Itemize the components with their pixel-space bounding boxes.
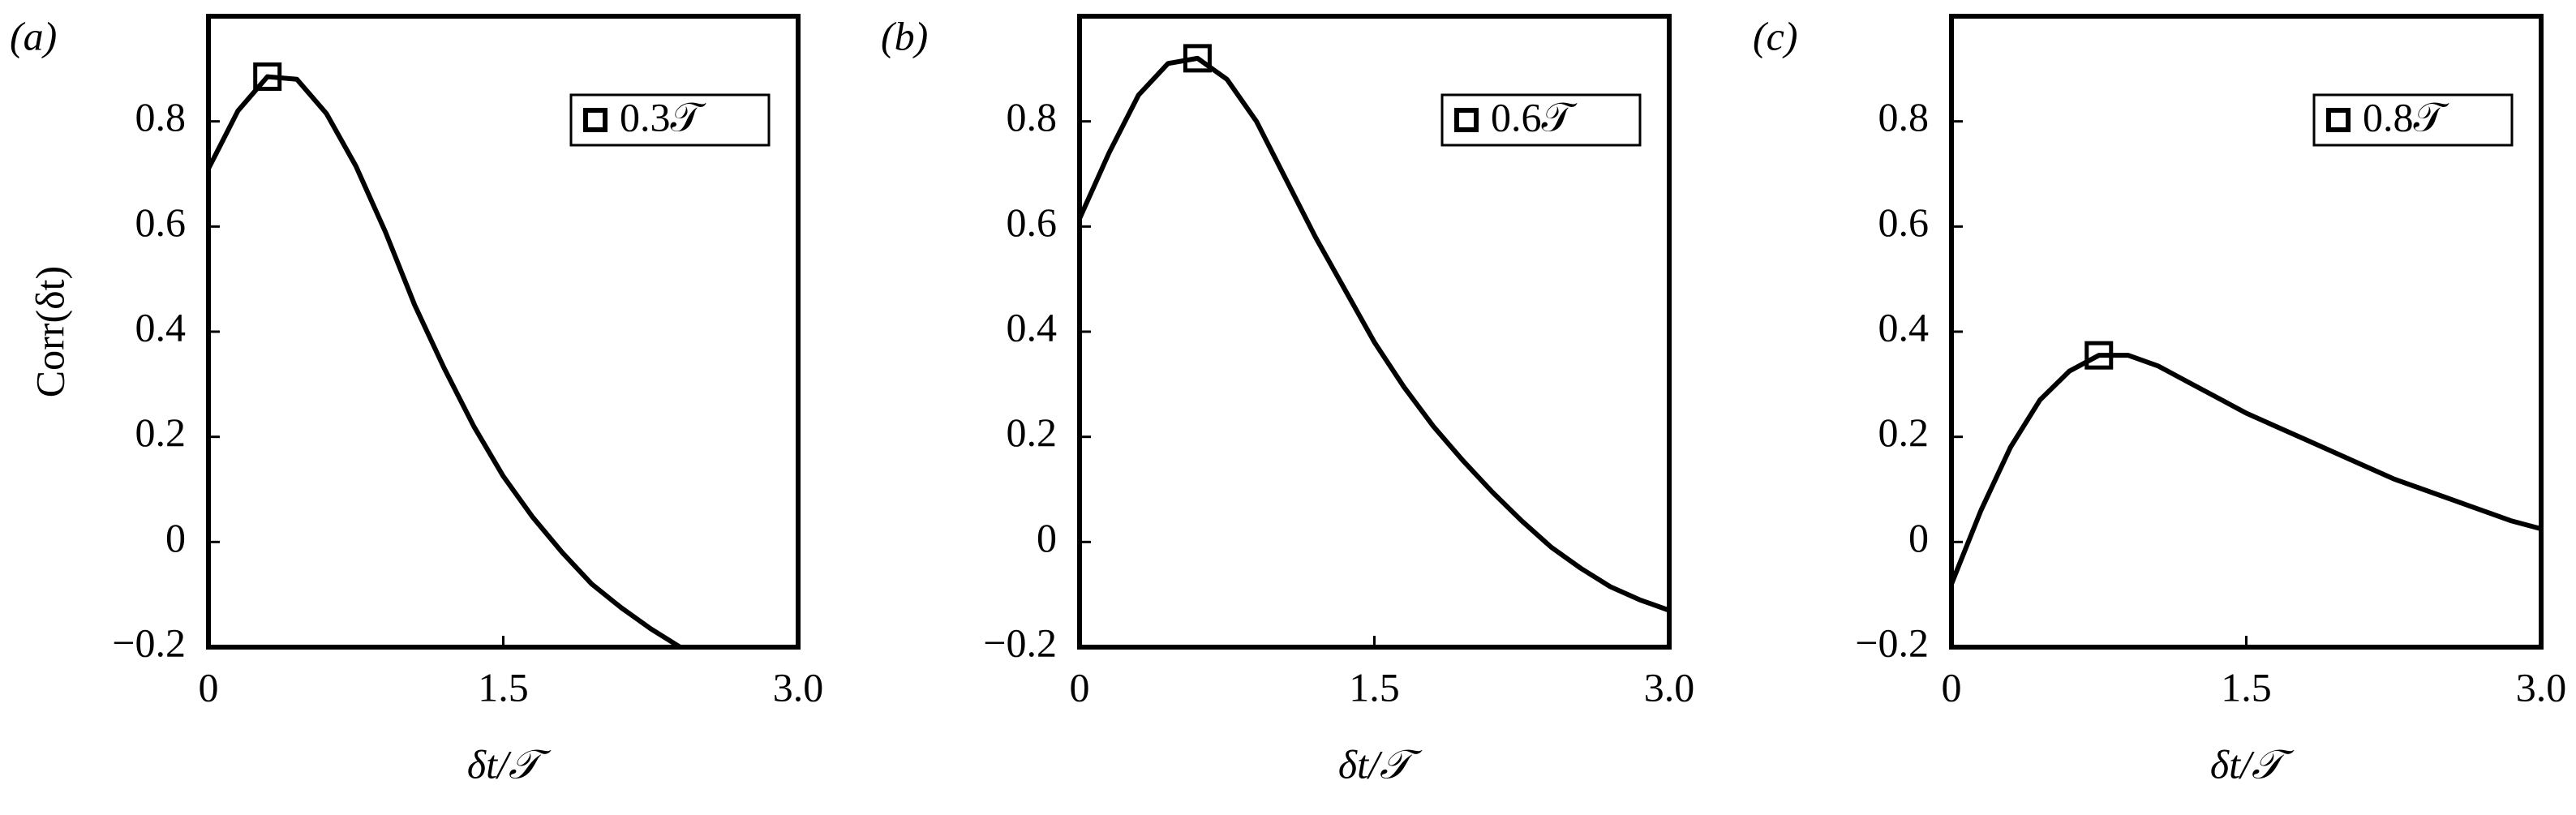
x-tick-label: 3.0 [2516, 664, 2567, 710]
legend-marker [2326, 108, 2351, 132]
y-tick-label: 0.2 [135, 410, 187, 455]
y-tick-label: −0.2 [112, 620, 186, 665]
y-tick-label: 0.2 [1007, 410, 1058, 455]
y-tick-label: −0.2 [983, 620, 1057, 665]
legend-marker [1454, 108, 1479, 132]
panel: (a) Corr(δt) δt/𝒯 −0.2 0 0.2 0.4 0.6 0.8 0 1.5 3.0 0… [10, 13, 823, 787]
legend-box [1440, 93, 1642, 147]
x-tick-label: 3.0 [773, 664, 824, 710]
y-tick-label: 0.6 [1007, 199, 1058, 245]
highlight-marker [2084, 341, 2114, 370]
data-line [206, 74, 682, 650]
x-tick-label: 0 [1070, 664, 1090, 710]
y-tick-label: 0 [1037, 515, 1057, 560]
y-tick-label: 0.4 [1878, 304, 1930, 350]
x-tick-label: 0 [1942, 664, 1962, 710]
y-axis-label: Corr(δt) [27, 266, 72, 397]
y-tick-label: 0.2 [1878, 410, 1930, 455]
y-tick-label: −0.2 [1855, 620, 1929, 665]
y-tick-label: 0 [165, 515, 186, 560]
x-tick-label: 1.5 [1349, 664, 1400, 710]
y-tick-label: 0.6 [135, 199, 187, 245]
plot-frame [1949, 14, 2544, 650]
legend-label: 0.8𝒯 [2363, 94, 2450, 139]
x-axis-label: δt/𝒯 [467, 741, 552, 787]
legend-label: 0.6𝒯 [1491, 94, 1578, 139]
data-line [1949, 353, 2542, 586]
x-tick-label: 1.5 [478, 664, 529, 710]
legend-marker [583, 108, 608, 132]
x-tick-label: 1.5 [2221, 664, 2272, 710]
x-tick-label: 3.0 [1644, 664, 1695, 710]
x-axis-label: δt/𝒯 [2210, 741, 2295, 787]
legend-label: 0.3𝒯 [620, 94, 707, 139]
y-tick-label: 0.4 [1007, 304, 1058, 350]
highlight-marker [1183, 44, 1212, 73]
y-tick-label: 0.8 [135, 94, 187, 139]
data-line [1077, 55, 1671, 613]
panel-label: (c) [1753, 13, 1798, 58]
y-tick-label: 0 [1908, 515, 1929, 560]
y-tick-label: 0.8 [1878, 94, 1930, 139]
y-tick-label: 0.4 [135, 304, 187, 350]
y-tick-label: 0.6 [1878, 199, 1930, 245]
panel: (c) δt/𝒯 −0.2 0 0.2 0.4 0.6 0.8 0 1.5 3.0 0.8𝒯 [1753, 13, 2566, 787]
panel: (b) δt/𝒯 −0.2 0 0.2 0.4 0.6 0.8 0 1.5 3.0 0.6𝒯 [881, 13, 1694, 787]
panel-label: (b) [881, 13, 928, 58]
plot-frame [1077, 14, 1672, 650]
legend-box [569, 93, 771, 147]
highlight-marker [253, 62, 282, 92]
plot-frame [206, 14, 801, 650]
panel-label: (a) [10, 13, 57, 58]
x-tick-label: 0 [199, 664, 219, 710]
x-axis-label: δt/𝒯 [1338, 741, 1423, 787]
y-tick-label: 0.8 [1007, 94, 1058, 139]
